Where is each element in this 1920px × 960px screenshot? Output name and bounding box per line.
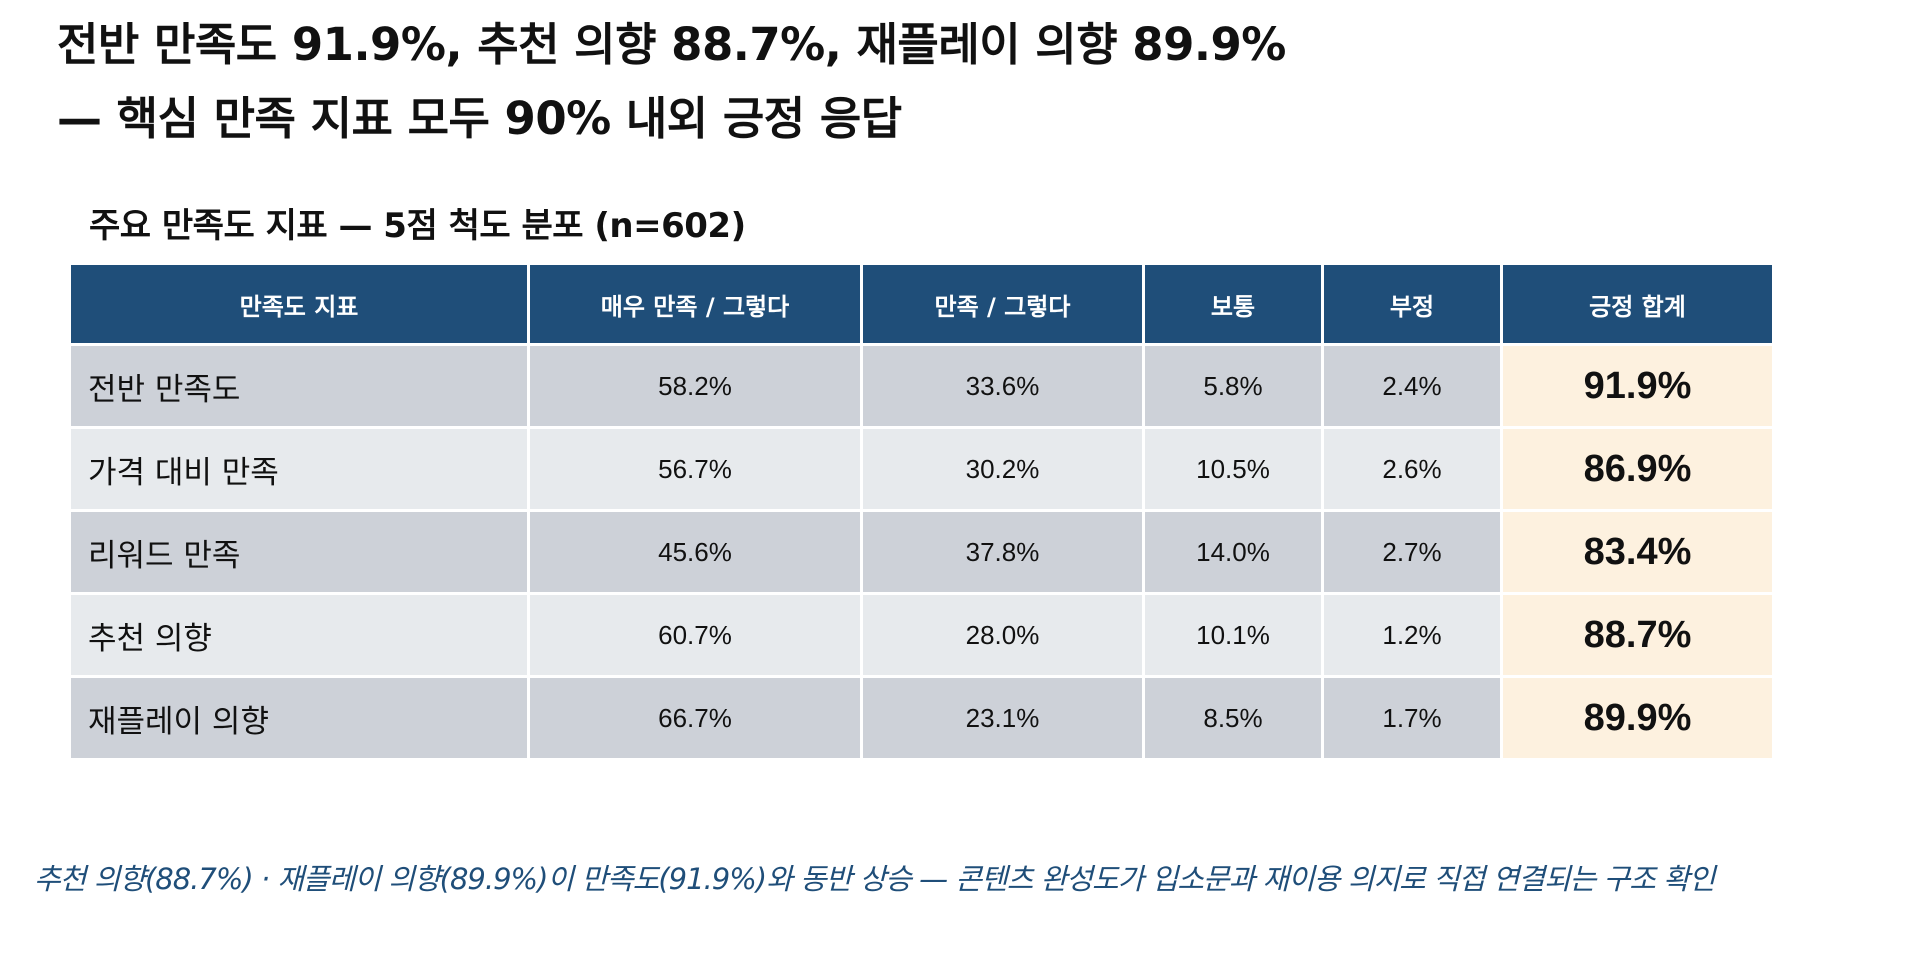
very-satisfied-cell: 45.6% [527,509,863,595]
neutral-cell: 10.5% [1142,426,1324,512]
very-satisfied-cell: 58.2% [527,343,863,429]
negative-cell: 2.6% [1321,426,1503,512]
metric-name-cell: 재플레이 의향 [68,675,530,761]
column-header-metric: 만족도 지표 [68,265,530,345]
headline-line-1: 전반 만족도 91.9%, 추천 의향 88.7%, 재플레이 의향 89.9% [57,18,1286,71]
satisfied-cell: 30.2% [860,426,1145,512]
neutral-cell: 5.8% [1142,343,1324,429]
negative-cell: 2.4% [1321,343,1503,429]
neutral-cell: 8.5% [1142,675,1324,761]
headline-line-2: — 핵심 만족 지표 모두 90% 내외 긍정 응답 [57,92,902,145]
satisfaction-table: 만족도 지표 매우 만족 / 그렇다 만족 / 그렇다 보통 부정 긍정 합계 … [68,265,1775,761]
metric-name-cell: 추천 의향 [68,592,530,678]
satisfied-cell: 23.1% [860,675,1145,761]
very-satisfied-cell: 56.7% [527,426,863,512]
negative-cell: 1.7% [1321,675,1503,761]
column-header-negative: 부정 [1321,265,1503,345]
positive-total-cell: 91.9% [1500,343,1775,429]
table-row-recommend-intent: 추천 의향 60.7% 28.0% 10.1% 1.2% 88.7% [68,592,1775,678]
satisfied-cell: 28.0% [860,592,1145,678]
headline: 전반 만족도 91.9%, 추천 의향 88.7%, 재플레이 의향 89.9%… [57,8,1857,156]
column-header-neutral: 보통 [1142,265,1324,345]
table-row-replay-intent: 재플레이 의향 66.7% 23.1% 8.5% 1.7% 89.9% [68,675,1775,761]
column-header-very-satisfied: 매우 만족 / 그렇다 [527,265,863,345]
positive-total-cell: 86.9% [1500,426,1775,512]
positive-total-cell: 88.7% [1500,592,1775,678]
neutral-cell: 10.1% [1142,592,1324,678]
very-satisfied-cell: 60.7% [527,592,863,678]
table-header-row: 만족도 지표 매우 만족 / 그렇다 만족 / 그렇다 보통 부정 긍정 합계 [68,265,1775,345]
very-satisfied-cell: 66.7% [527,675,863,761]
table-row-reward-satisfaction: 리워드 만족 45.6% 37.8% 14.0% 2.7% 83.4% [68,509,1775,595]
positive-total-cell: 89.9% [1500,675,1775,761]
neutral-cell: 14.0% [1142,509,1324,595]
metric-name-cell: 전반 만족도 [68,343,530,429]
satisfied-cell: 33.6% [860,343,1145,429]
table-title: 주요 만족도 지표 — 5점 척도 분포 (n=602) [89,206,746,246]
negative-cell: 2.7% [1321,509,1503,595]
footnote: 추천 의향(88.7%) · 재플레이 의향(89.9%)이 만족도(91.9%… [34,862,1715,896]
table-row-value-for-price: 가격 대비 만족 56.7% 30.2% 10.5% 2.6% 86.9% [68,426,1775,512]
column-header-satisfied: 만족 / 그렇다 [860,265,1145,345]
column-header-positive-total: 긍정 합계 [1500,265,1775,345]
negative-cell: 1.2% [1321,592,1503,678]
table-row-overall-satisfaction: 전반 만족도 58.2% 33.6% 5.8% 2.4% 91.9% [68,343,1775,429]
satisfied-cell: 37.8% [860,509,1145,595]
positive-total-cell: 83.4% [1500,509,1775,595]
metric-name-cell: 가격 대비 만족 [68,426,530,512]
metric-name-cell: 리워드 만족 [68,509,530,595]
